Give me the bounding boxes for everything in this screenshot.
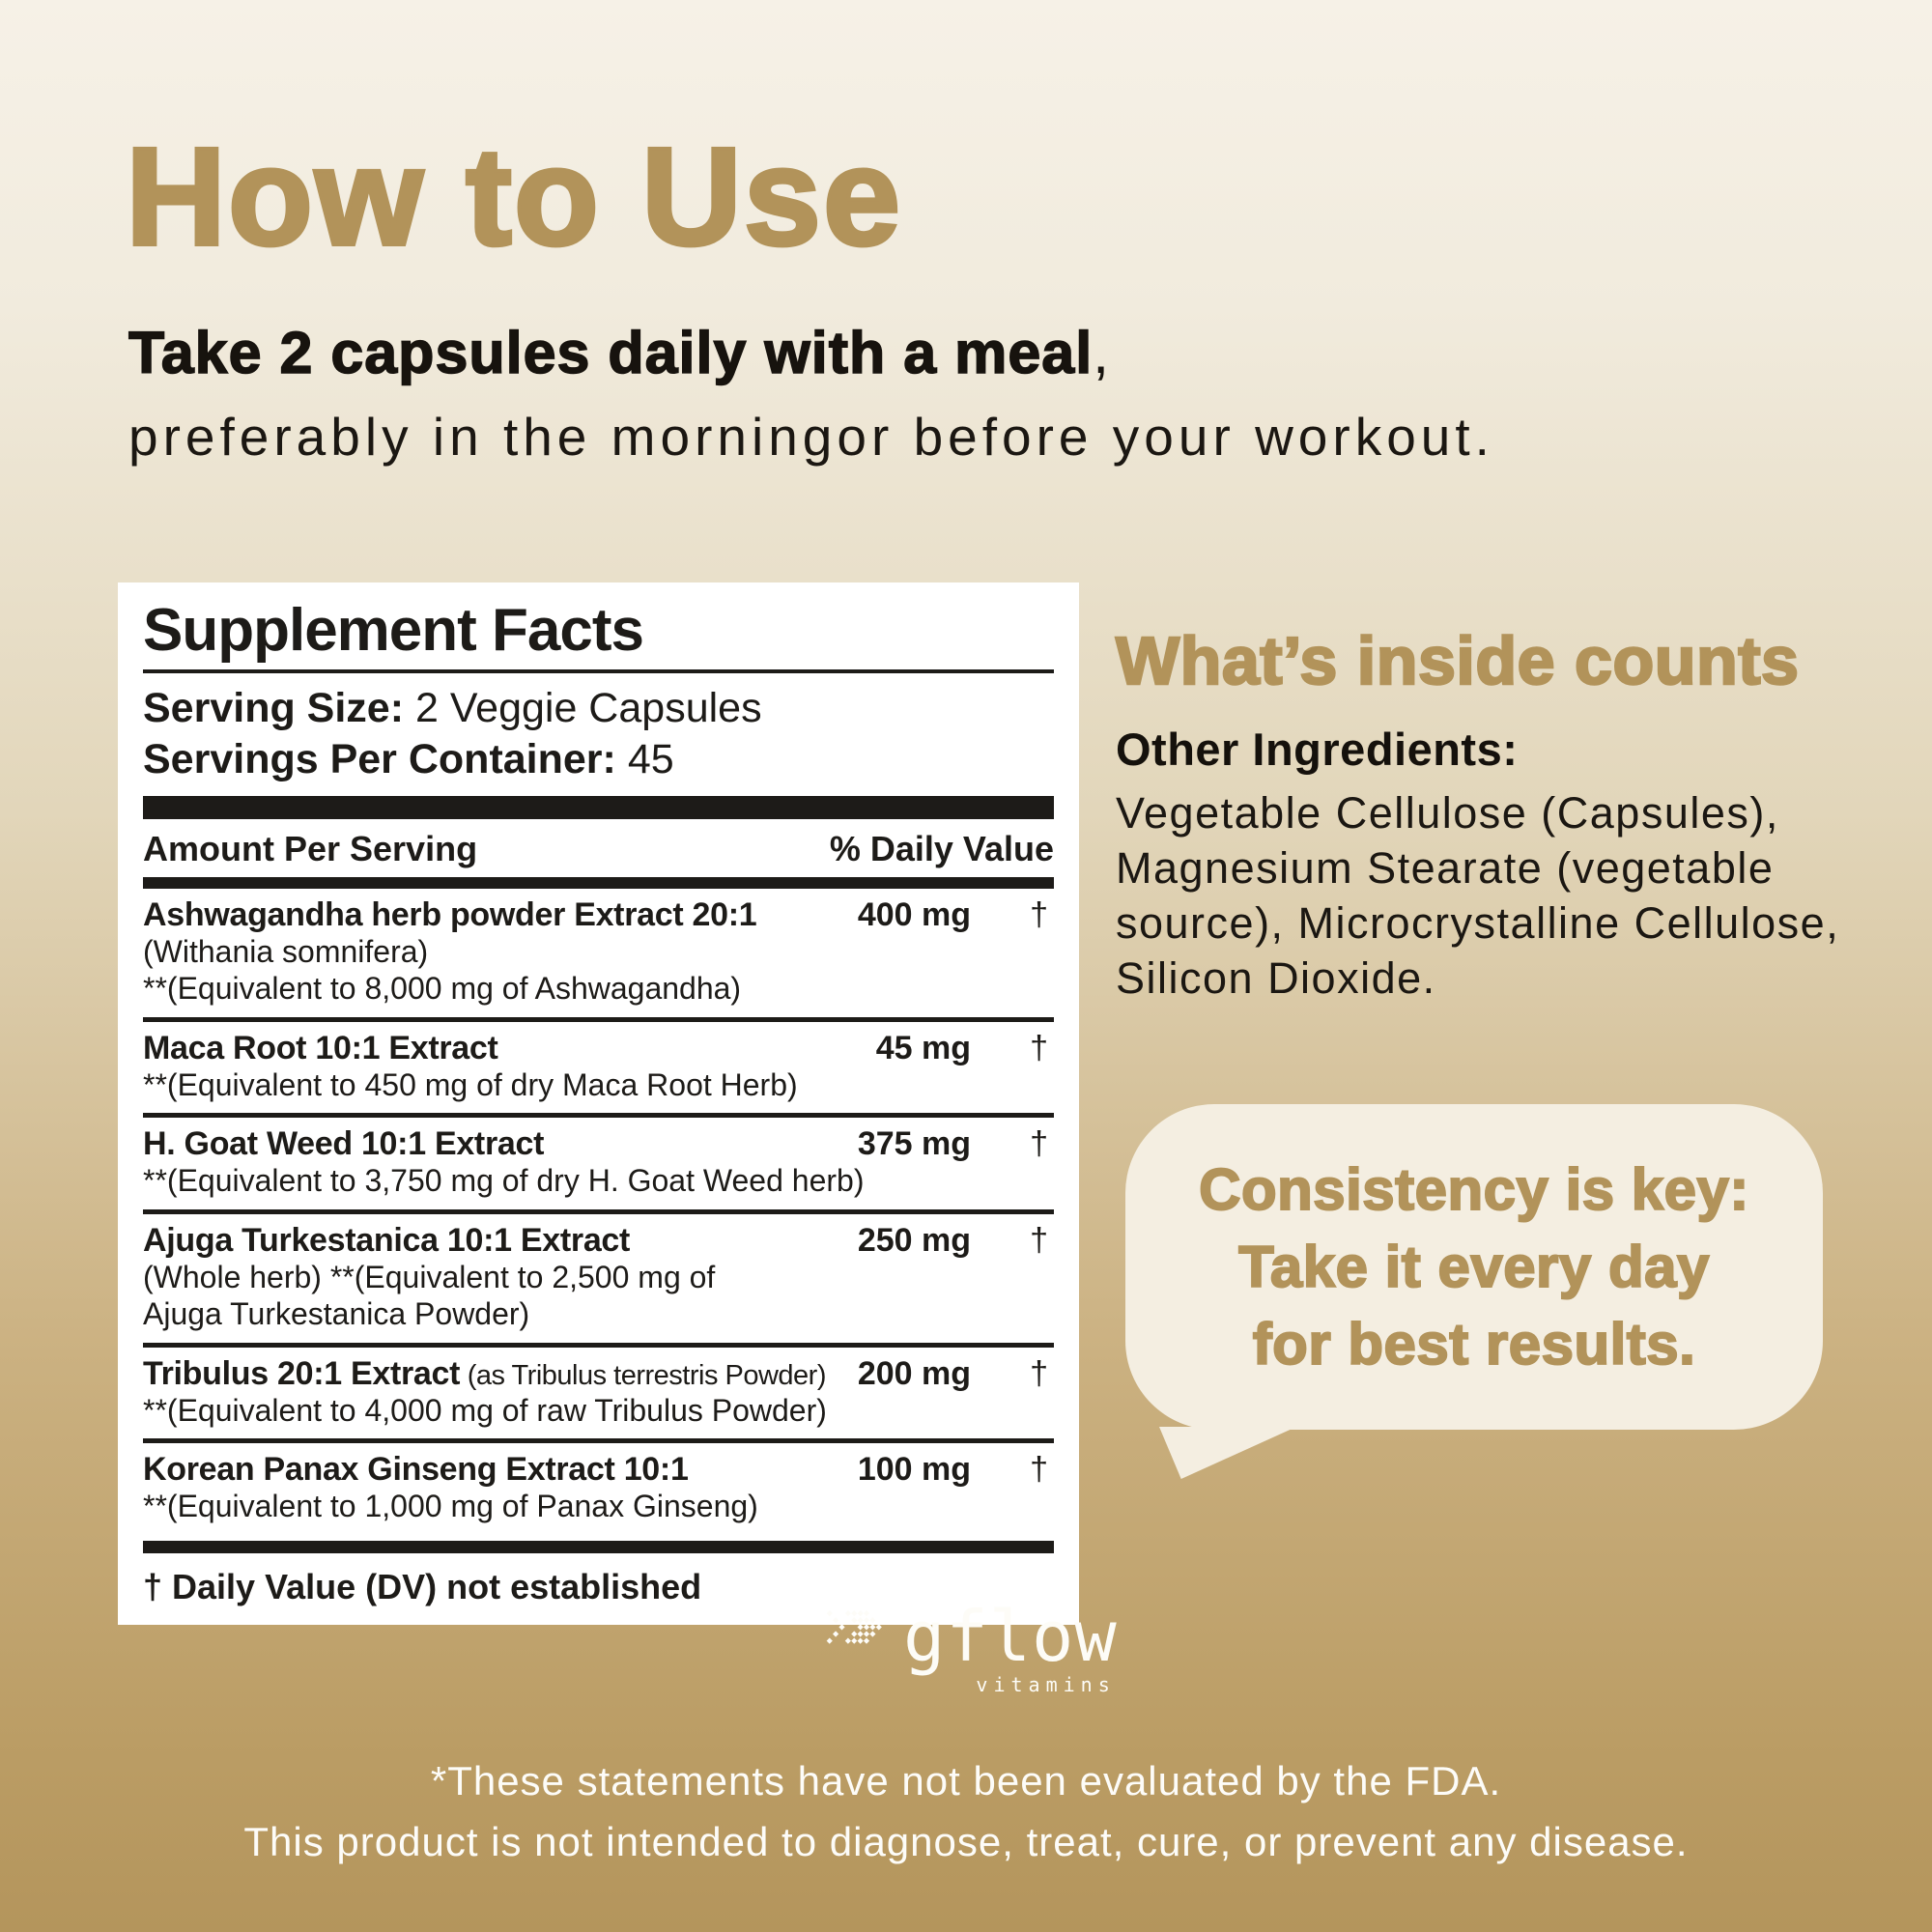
text-line: This product is not intended to diagnose… — [243, 1819, 1689, 1864]
ingredient-name: Tribulus 20:1 Extract (as Tribulus terre… — [143, 1354, 826, 1392]
dose-instruction-light: preferably in the morningor before your … — [128, 407, 1494, 467]
text-line: source), Microcrystalline Cellulose, — [1116, 897, 1840, 948]
whats-inside-heading: What’s inside counts — [1115, 623, 1800, 698]
ingredient-equivalent-note: **(Equivalent to 3,750 mg of dry H. Goat… — [143, 1163, 865, 1199]
diamond-chevron-right-icon — [826, 1610, 882, 1644]
text-line: Consistency is key: — [1198, 1156, 1749, 1223]
text-line: Magnesium Stearate (vegetable — [1116, 842, 1775, 893]
daily-value-dagger: † — [1030, 1029, 1048, 1066]
brand-subtitle: vitamins — [976, 1673, 1116, 1696]
serving-size-label: Serving Size: — [143, 685, 405, 732]
text-line: Take it every day — [1237, 1234, 1710, 1300]
dose-instruction-comma: , — [1093, 320, 1111, 385]
serving-size-line: Serving Size: 2 Veggie Capsules — [143, 683, 1054, 733]
daily-value-dagger: † — [1030, 1354, 1048, 1392]
ingredient-amount: 200 mg — [857, 1354, 971, 1392]
servings-value: 45 — [627, 735, 674, 782]
ingredient-row: Maca Root 10:1 Extract 45 mg † **(Equivalen… — [143, 1016, 1054, 1114]
other-ingredients-label: Other Ingredients: — [1116, 723, 1519, 775]
daily-value-header: % Daily Value — [829, 829, 1054, 869]
servings-label: Servings Per Container: — [143, 735, 616, 782]
ingredient-name: H. Goat Weed 10:1 Extract — [143, 1125, 545, 1163]
ingredient-name: Ashwagandha herb powder Extract 20:1 — [143, 896, 757, 934]
ingredient-name: Korean Panax Ginseng Extract 10:1 — [143, 1451, 689, 1489]
serving-size-value: 2 Veggie Capsules — [414, 685, 762, 732]
bottom-bar — [143, 1541, 1054, 1554]
ingredient-amount: 250 mg — [857, 1222, 971, 1260]
ingredient-amount: 100 mg — [857, 1451, 971, 1489]
ingredient-equivalent-note: (Withania somnifera) — [143, 934, 429, 970]
daily-value-dagger: † — [1030, 1222, 1048, 1260]
facts-column-headers: Amount Per Serving % Daily Value — [143, 825, 1054, 877]
whats-inside-section: What’s inside counts Other Ingredients: … — [1115, 623, 1889, 1006]
ingredient-row: Korean Panax Ginseng Extract 10:1 100 mg †… — [143, 1438, 1054, 1535]
daily-value-dagger: † — [1030, 896, 1048, 934]
ingredient-name: Ajuga Turkestanica 10:1 Extract — [143, 1222, 631, 1260]
other-ingredients-text: Vegetable Cellulose (Capsules), Magnesium… — [1116, 785, 1889, 1006]
divider — [143, 669, 1054, 674]
ingredient-equivalent-note: (Whole herb) **(Equivalent to 2,500 mg o… — [143, 1260, 716, 1295]
logo-text: gflow vitamins — [903, 1602, 1118, 1696]
text-line: *These statements have not been evaluate… — [430, 1758, 1502, 1804]
ingredient-equivalent-note: **(Equivalent to 450 mg of dry Maca Root… — [143, 1066, 798, 1102]
ingredient-amount: 400 mg — [857, 896, 971, 934]
thick-bar — [143, 796, 1054, 820]
amount-per-serving-header: Amount Per Serving — [143, 829, 478, 869]
text-line: Vegetable Cellulose (Capsules), — [1116, 787, 1779, 838]
ingredient-amount: 45 mg — [875, 1029, 971, 1066]
medium-bar — [143, 877, 1054, 890]
ingredient-name: Maca Root 10:1 Extract — [143, 1029, 498, 1066]
speech-bubble: Consistency is key: Take it every day for … — [1125, 1104, 1823, 1479]
daily-value-footnote: † Daily Value (DV) not established — [143, 1567, 702, 1607]
brand-name: gflow — [903, 1596, 1118, 1677]
ingredient-row: Ajuga Turkestanica 10:1 Extract 250 mg † (W… — [143, 1209, 1054, 1343]
page-title: How to Use — [124, 119, 903, 274]
ingredient-equivalent-note: **(Equivalent to 4,000 mg of raw Tribulu… — [143, 1392, 827, 1428]
daily-value-dagger: † — [1030, 1451, 1048, 1489]
speech-bubble-tail — [1159, 1427, 1296, 1479]
daily-value-dagger: † — [1030, 1125, 1048, 1163]
gflow-logo: gflow vitamins — [826, 1602, 1118, 1696]
facts-rows: Ashwagandha herb powder Extract 20:1 400 … — [143, 889, 1054, 1535]
dose-instruction-bold: Take 2 capsules daily with a meal, — [128, 319, 1110, 386]
text-line: Silicon Dioxide. — [1116, 952, 1436, 1003]
ingredient-equivalent-note: Ajuga Turkestanica Powder) — [143, 1295, 530, 1331]
ingredient-equivalent-note: **(Equivalent to 1,000 mg of Panax Ginse… — [143, 1489, 758, 1524]
ingredient-amount: 375 mg — [857, 1125, 971, 1163]
ingredient-row: Ashwagandha herb powder Extract 20:1 400 … — [143, 889, 1054, 1017]
ingredient-equivalent-note: **(Equivalent to 8,000 mg of Ashwagandha… — [143, 970, 742, 1006]
ingredient-row: H. Goat Weed 10:1 Extract 375 mg † **(Equiv… — [143, 1113, 1054, 1209]
consistency-message: Consistency is key: Take it every day for … — [1198, 1151, 1749, 1383]
fda-disclaimer: *These statements have not been evaluate… — [0, 1750, 1932, 1872]
supplement-facts-title: Supplement Facts — [143, 597, 644, 664]
text-line: for best results. — [1252, 1311, 1696, 1378]
ingredient-row: Tribulus 20:1 Extract (as Tribulus terre… — [143, 1342, 1054, 1439]
supplement-facts-panel: Supplement Facts Serving Size: 2 Veggie … — [118, 582, 1079, 1626]
servings-per-container-line: Servings Per Container: 45 — [143, 734, 1054, 784]
dose-instruction-text: Take 2 capsules daily with a meal — [128, 319, 1094, 386]
